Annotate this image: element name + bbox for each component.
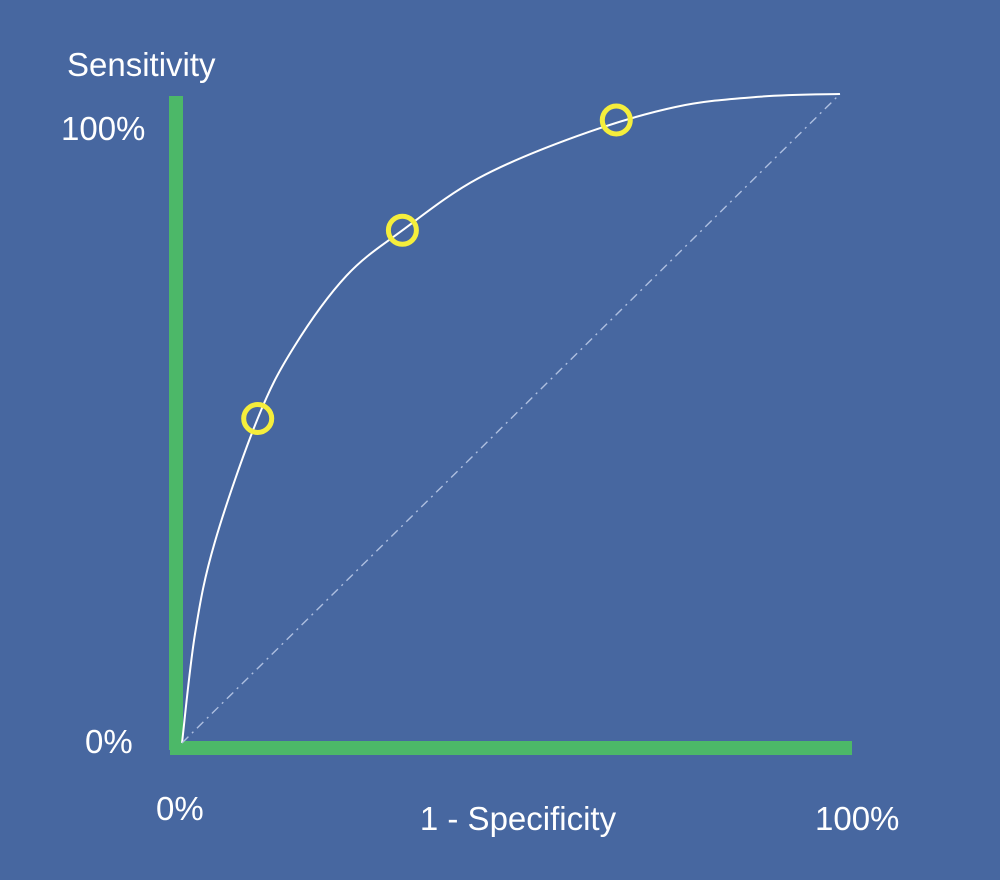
series-layer [181,93,841,744]
diagonal-reference-line [181,93,841,744]
x-axis-label: 1 - Specificity [420,800,617,837]
y-tick-label-bottom: 0% [85,723,133,760]
threshold-marker-3 [599,103,633,137]
threshold-marker-2 [385,213,419,247]
y-axis-label: Sensitivity [67,46,216,83]
x-tick-label-right: 100% [815,800,899,837]
y-tick-label-top: 100% [61,110,145,147]
threshold-marker-1 [241,402,275,435]
x-tick-label-left: 0% [156,790,204,827]
roc-curve-line [181,93,841,744]
marker-layer [241,103,633,435]
